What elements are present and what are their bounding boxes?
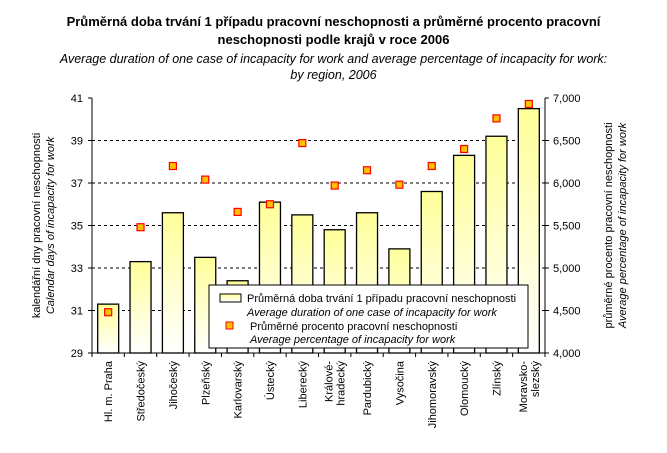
marker <box>330 181 339 190</box>
marker <box>136 223 145 232</box>
legend-label-bar-en: Average duration of one case of incapaci… <box>246 307 497 319</box>
y-tick-label: 39 <box>71 136 83 148</box>
y2-tick-label: 6,000 <box>553 178 581 190</box>
legend-marker-swatch <box>225 321 234 330</box>
marker <box>298 138 307 148</box>
x-tick-label: Moravsko- <box>518 361 530 413</box>
y2-axis-title: průměrné procento pracovní neschopnosti <box>603 122 615 328</box>
x-tick-label: Karlovarský <box>233 361 245 419</box>
x-tick-label: Ústecký <box>264 361 277 401</box>
y-tick-label: 29 <box>71 348 83 360</box>
y2-tick-label: 6,500 <box>553 136 581 148</box>
y-tick-label: 31 <box>71 306 83 318</box>
x-tick-label: Olomoucký <box>459 361 471 417</box>
marker <box>104 308 113 317</box>
chart-subtitle-line2: by region, 2006 <box>290 68 377 82</box>
y2-tick-label: 5,000 <box>553 263 581 275</box>
y-tick-label: 35 <box>71 221 83 233</box>
legend-label-bar: Průměrná doba trvání 1 případu pracovní … <box>247 293 516 305</box>
x-tick-label: Středočeský <box>136 361 148 422</box>
y2-tick-label: 5,500 <box>553 221 581 233</box>
bar <box>129 260 152 354</box>
marker <box>201 175 210 184</box>
y-axis-title-en: Calendar days of incapacity for work <box>45 136 57 314</box>
y2-tick-label: 7,000 <box>553 93 581 105</box>
x-tick-label: Jihočeský <box>168 361 180 410</box>
x-tick-label: Vysočina <box>394 360 406 405</box>
x-tick-label: Pardubický <box>362 361 374 416</box>
y2-tick-label: 4,000 <box>553 348 581 360</box>
y2-axis-title-en: Average percentage of incapacity for wor… <box>617 122 629 329</box>
marker <box>233 207 242 216</box>
legend-label-marker-en: Average percentage of incapacity for wor… <box>249 334 456 346</box>
chart-subtitle-line1: Average duration of one case of incapaci… <box>59 52 608 66</box>
legend-bar-swatch <box>219 293 242 303</box>
x-tick-label: Zlínský <box>491 361 503 396</box>
marker <box>265 200 275 209</box>
y-axis-title: kalendářní dny pracovní neschopnosti <box>31 133 43 318</box>
marker <box>427 161 436 171</box>
marker <box>524 99 533 109</box>
x-tick-label: Liberecký <box>297 361 309 409</box>
y-tick-label: 37 <box>71 178 83 190</box>
legend-label-marker: Průměrné procento pracovní neschopnosti <box>250 321 457 333</box>
chart-title-line2: neschopnosti podle krajů v roce 2006 <box>217 32 450 47</box>
marker <box>362 166 372 175</box>
bar <box>161 212 185 354</box>
marker <box>460 144 469 154</box>
y2-tick-label: 4,500 <box>553 306 581 318</box>
x-tick-label: Plzeňský <box>200 361 212 406</box>
x-tick-label: Králové- <box>324 361 336 402</box>
chart-title-line1: Průměrná doba trvání 1 případu pracovní … <box>66 14 601 29</box>
x-tick-label: slezský <box>530 361 542 398</box>
y-tick-label: 33 <box>71 263 83 275</box>
marker <box>395 180 404 189</box>
legend <box>208 284 529 349</box>
x-tick-label: Hl. m. Praha <box>103 360 115 422</box>
x-tick-label: Jihomoravský <box>427 361 439 429</box>
marker <box>168 161 177 171</box>
marker <box>492 114 501 123</box>
x-tick-label: hradecký <box>336 361 348 406</box>
y-tick-label: 41 <box>71 93 83 105</box>
